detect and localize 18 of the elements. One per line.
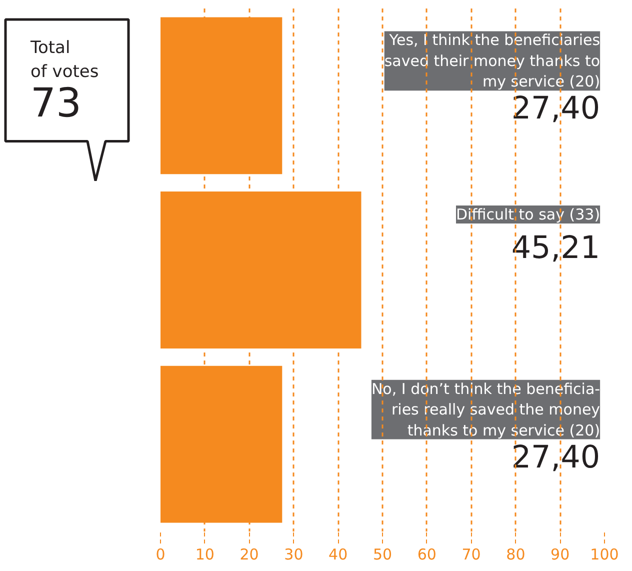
text: 73: [30, 80, 82, 126]
x-tick-label: 50: [372, 546, 392, 564]
x-tick-label: 100: [590, 546, 619, 564]
y-tick-label: Difficult to say (33): [456, 206, 600, 224]
x-tick-label: 10: [195, 546, 214, 564]
data-label: 27,40: [511, 439, 600, 476]
x-tick-label: 60: [417, 546, 436, 564]
x-tick-label: 30: [284, 546, 304, 564]
x-tick-label: 80: [506, 546, 526, 564]
data-label: 27,40: [511, 90, 600, 127]
x-tick-label: 90: [550, 546, 570, 564]
x-tick-label: 20: [240, 546, 259, 564]
data-label: 45,21: [511, 230, 600, 266]
x-tick-label: 0: [156, 546, 166, 564]
text: Total of votes: [30, 38, 99, 82]
x-tick-label: 70: [462, 546, 481, 564]
y-tick-label: Yes, I think the beneficiaries saved their money thanks to my service (20): [384, 31, 600, 91]
x-tick-label: 40: [328, 546, 348, 564]
